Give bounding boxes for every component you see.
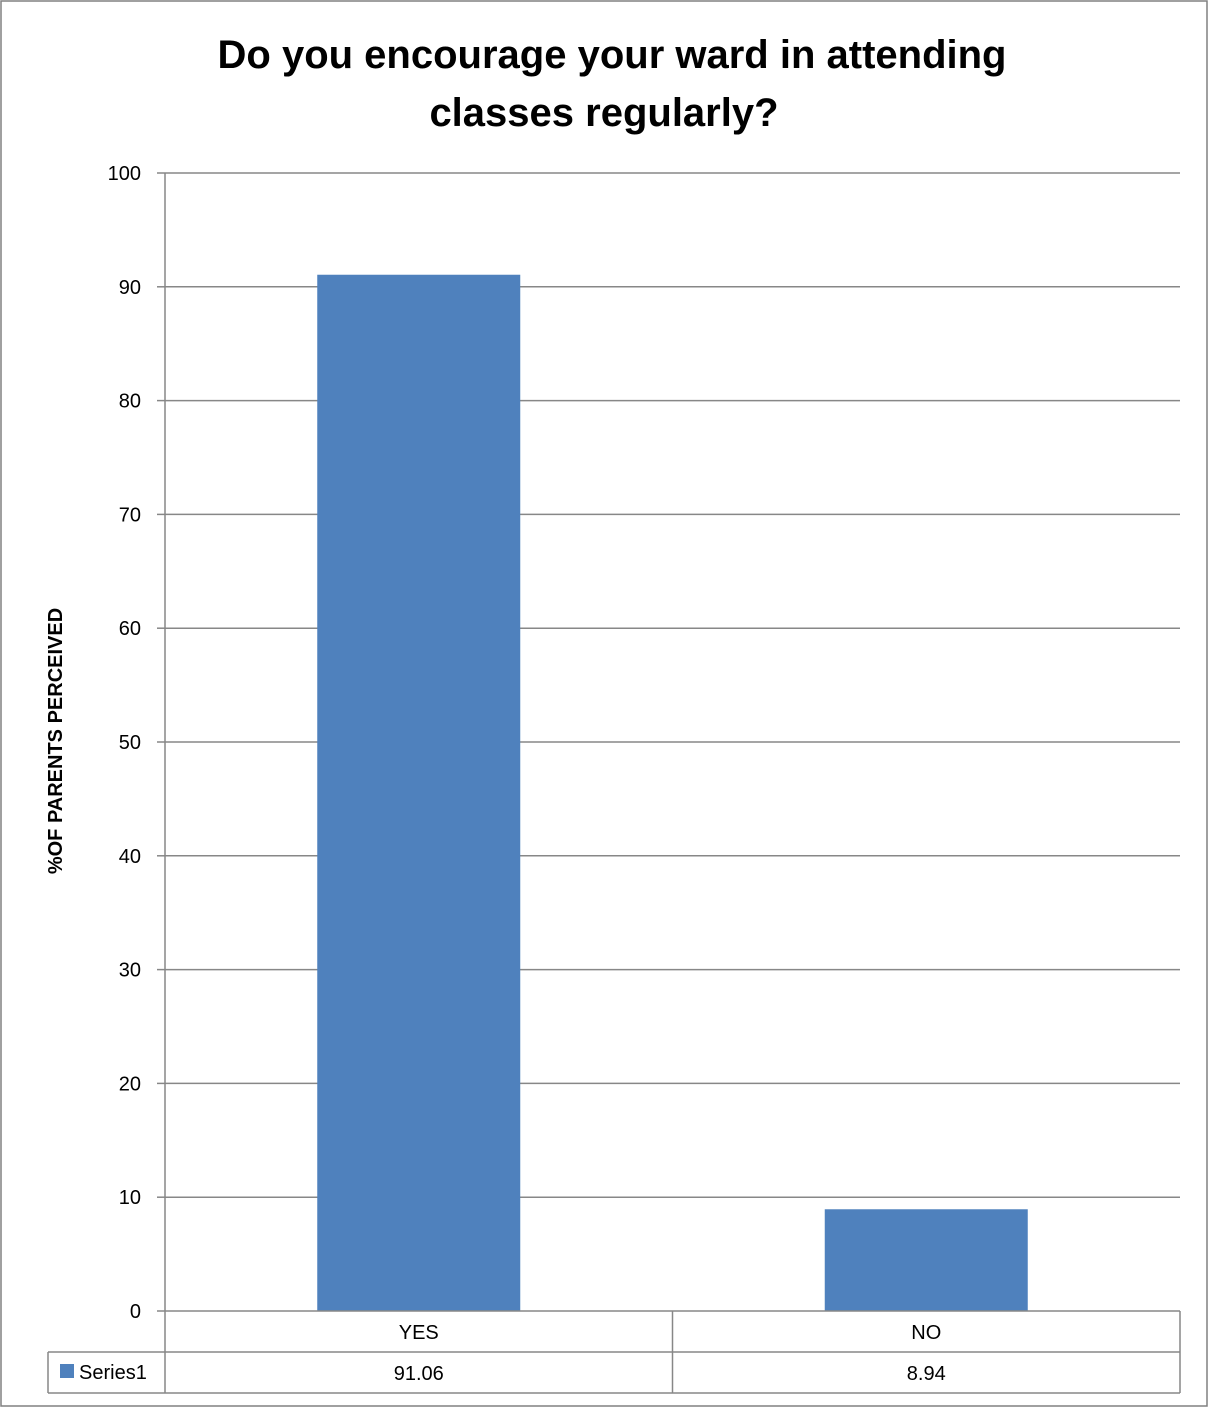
data-table: YES 91.06 NO 8.94 Series1 — [47, 1311, 1181, 1394]
bar-yes — [317, 274, 521, 1312]
x-tick-label-no: NO — [911, 1322, 941, 1344]
y-axis-label: %OF PARENTS PERCEIVED — [45, 608, 67, 874]
bars — [317, 274, 1028, 1312]
y-tick-label-90: 90 — [119, 277, 141, 299]
bar-no — [824, 1209, 1028, 1311]
y-tick-label-60: 60 — [119, 618, 141, 640]
y-tick-label-20: 20 — [119, 1073, 141, 1095]
data-label-no: 8.94 — [907, 1363, 946, 1385]
y-axis-ticks: 0 10 20 30 40 50 60 70 80 90 100 — [108, 163, 165, 1323]
y-tick-label-50: 50 — [119, 732, 141, 754]
data-label-yes: 91.06 — [394, 1363, 444, 1385]
legend-swatch-series1 — [60, 1364, 74, 1378]
legend-label-series1: Series1 — [79, 1362, 147, 1384]
x-tick-label-yes: YES — [399, 1322, 439, 1344]
y-tick-label-80: 80 — [119, 391, 141, 413]
chart-title-line-1: Do you encourage your ward in attending — [218, 33, 1007, 77]
chart-title-line-2: classes regularly? — [429, 91, 778, 135]
y-tick-label-100: 100 — [108, 163, 141, 185]
y-tick-label-0: 0 — [130, 1301, 141, 1323]
y-tick-label-40: 40 — [119, 846, 141, 868]
y-tick-label-10: 10 — [119, 1187, 141, 1209]
y-tick-label-30: 30 — [119, 960, 141, 982]
y-tick-label-70: 70 — [119, 504, 141, 526]
